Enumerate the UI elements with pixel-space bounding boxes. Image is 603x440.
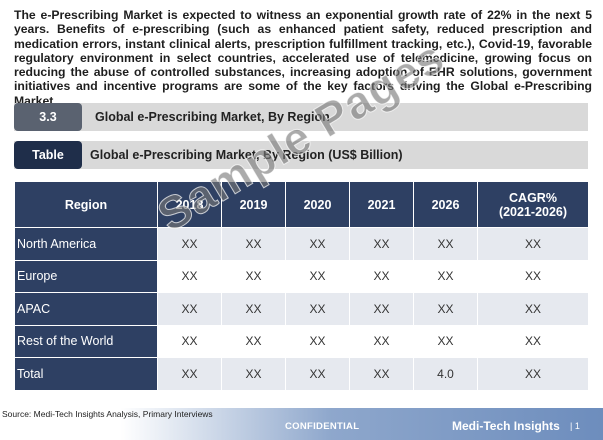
cell-value: XX — [157, 324, 222, 358]
table-caption: Table Global e-Prescribing Market, By Re… — [14, 141, 588, 169]
footer-confidential: CONFIDENTIAL — [285, 421, 360, 432]
cell-value: XX — [221, 324, 286, 358]
header-2021: 2021 — [349, 181, 414, 228]
row-region: Europe — [14, 259, 158, 293]
table-row: APAC XX XX XX XX XX XX — [14, 292, 589, 326]
cell-value: XX — [349, 324, 414, 358]
cell-value: XX — [221, 227, 286, 261]
table-title: Global e-Prescribing Market, By Region (… — [90, 148, 403, 162]
cell-value: XX — [477, 324, 589, 358]
footer-bar — [0, 408, 603, 440]
cell-value: XX — [477, 259, 589, 293]
cell-value: 4.0 — [413, 357, 478, 391]
section-number: 3.3 — [14, 103, 82, 131]
cell-value: XX — [349, 227, 414, 261]
cell-value: XX — [477, 227, 589, 261]
cell-value: XX — [221, 357, 286, 391]
market-table: Region 2018 2019 2020 2021 2026 CAGR% (2… — [14, 181, 589, 391]
cell-value: XX — [477, 292, 589, 326]
cell-value: XX — [285, 227, 350, 261]
cell-value: XX — [413, 259, 478, 293]
cell-value: XX — [157, 227, 222, 261]
table-row: North America XX XX XX XX XX XX — [14, 227, 589, 261]
cell-value: XX — [285, 259, 350, 293]
cell-value: XX — [285, 292, 350, 326]
row-region: North America — [14, 227, 158, 261]
cell-value: XX — [285, 324, 350, 358]
cell-value: XX — [413, 324, 478, 358]
cell-value: XX — [157, 292, 222, 326]
cell-value: XX — [285, 357, 350, 391]
header-cagr-period: (2021-2026) — [498, 204, 568, 219]
cell-value: XX — [413, 227, 478, 261]
table-row: Europe XX XX XX XX XX XX — [14, 259, 589, 293]
header-region: Region — [14, 181, 158, 228]
header-cagr-label: CAGR% — [509, 190, 557, 205]
table-tag: Table — [14, 141, 82, 169]
cell-value: XX — [157, 357, 222, 391]
header-2019: 2019 — [221, 181, 286, 228]
footer-brand: Medi-Tech Insights — [452, 419, 560, 433]
cell-value: XX — [413, 292, 478, 326]
section-title: Global e-Prescribing Market, By Region — [95, 110, 330, 124]
row-region: Total — [14, 357, 158, 391]
cell-value: XX — [349, 292, 414, 326]
row-region: APAC — [14, 292, 158, 326]
cell-value: XX — [221, 259, 286, 293]
cell-value: XX — [157, 259, 222, 293]
cell-value: XX — [349, 357, 414, 391]
section-header: 3.3 Global e-Prescribing Market, By Regi… — [14, 103, 588, 131]
footer-page-number: | 1 — [570, 421, 580, 431]
intro-paragraph: The e-Prescribing Market is expected to … — [14, 8, 592, 108]
header-2018: 2018 — [157, 181, 222, 228]
header-2026: 2026 — [413, 181, 478, 228]
header-2020: 2020 — [285, 181, 350, 228]
cell-value: XX — [349, 259, 414, 293]
footer-source: Source: Medi-Tech Insights Analysis, Pri… — [2, 409, 213, 419]
cell-value: XX — [221, 292, 286, 326]
table-header-row: Region 2018 2019 2020 2021 2026 CAGR% (2… — [14, 181, 589, 228]
table-row: Rest of the World XX XX XX XX XX XX — [14, 324, 589, 358]
header-cagr: CAGR% (2021-2026) — [477, 181, 589, 228]
cell-value: XX — [477, 357, 589, 391]
table-row-total: Total XX XX XX XX 4.0 XX — [14, 357, 589, 391]
row-region: Rest of the World — [14, 324, 158, 358]
